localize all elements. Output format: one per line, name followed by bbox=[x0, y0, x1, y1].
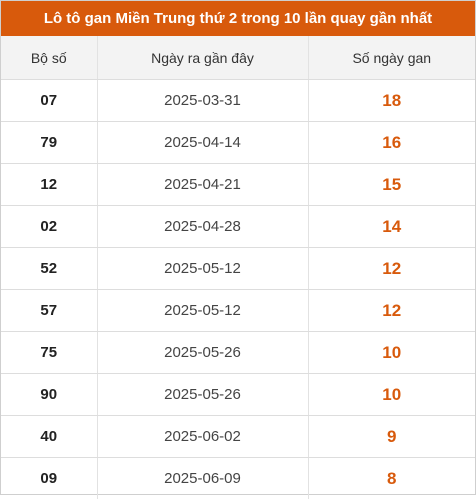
cell-days: 12 bbox=[308, 248, 475, 290]
cell-days: 10 bbox=[308, 332, 475, 374]
table-header-row: Bộ số Ngày ra gần đây Số ngày gan bbox=[1, 36, 475, 80]
panel-title: Lô tô gan Miền Trung thứ 2 trong 10 lần … bbox=[1, 1, 475, 36]
table-row: 57 2025-05-12 12 bbox=[1, 290, 475, 332]
cell-days: 16 bbox=[308, 122, 475, 164]
cell-number: 90 bbox=[1, 374, 97, 416]
table-row: 52 2025-05-12 12 bbox=[1, 248, 475, 290]
cell-date: 2025-05-12 bbox=[97, 248, 308, 290]
cell-number: 52 bbox=[1, 248, 97, 290]
cell-number: 02 bbox=[1, 206, 97, 248]
table-row: 07 2025-03-31 18 bbox=[1, 80, 475, 122]
cell-date: 2025-04-21 bbox=[97, 164, 308, 206]
cell-days: 15 bbox=[308, 164, 475, 206]
table-row: 02 2025-04-28 14 bbox=[1, 206, 475, 248]
table-row: 79 2025-04-14 16 bbox=[1, 122, 475, 164]
cell-number: 57 bbox=[1, 290, 97, 332]
cell-date: 2025-04-28 bbox=[97, 206, 308, 248]
cell-days: 10 bbox=[308, 374, 475, 416]
cell-number: 40 bbox=[1, 416, 97, 458]
table-row: 90 2025-05-26 10 bbox=[1, 374, 475, 416]
cell-days: 12 bbox=[308, 290, 475, 332]
cell-date: 2025-05-26 bbox=[97, 332, 308, 374]
cell-number: 79 bbox=[1, 122, 97, 164]
cell-days: 9 bbox=[308, 416, 475, 458]
cell-number: 12 bbox=[1, 164, 97, 206]
table-row: 09 2025-06-09 8 bbox=[1, 458, 475, 499]
cell-date: 2025-06-02 bbox=[97, 416, 308, 458]
gan-table: Bộ số Ngày ra gần đây Số ngày gan 07 202… bbox=[1, 36, 475, 499]
table-row: 40 2025-06-02 9 bbox=[1, 416, 475, 458]
cell-date: 2025-04-14 bbox=[97, 122, 308, 164]
cell-date: 2025-05-12 bbox=[97, 290, 308, 332]
cell-number: 75 bbox=[1, 332, 97, 374]
cell-days: 8 bbox=[308, 458, 475, 499]
cell-date: 2025-06-09 bbox=[97, 458, 308, 499]
cell-days: 14 bbox=[308, 206, 475, 248]
table-row: 75 2025-05-26 10 bbox=[1, 332, 475, 374]
cell-number: 09 bbox=[1, 458, 97, 499]
column-header-number: Bộ số bbox=[1, 36, 97, 80]
cell-date: 2025-05-26 bbox=[97, 374, 308, 416]
column-header-last-date: Ngày ra gần đây bbox=[97, 36, 308, 80]
cell-number: 07 bbox=[1, 80, 97, 122]
table-row: 12 2025-04-21 15 bbox=[1, 164, 475, 206]
cell-date: 2025-03-31 bbox=[97, 80, 308, 122]
column-header-days: Số ngày gan bbox=[308, 36, 475, 80]
cell-days: 18 bbox=[308, 80, 475, 122]
